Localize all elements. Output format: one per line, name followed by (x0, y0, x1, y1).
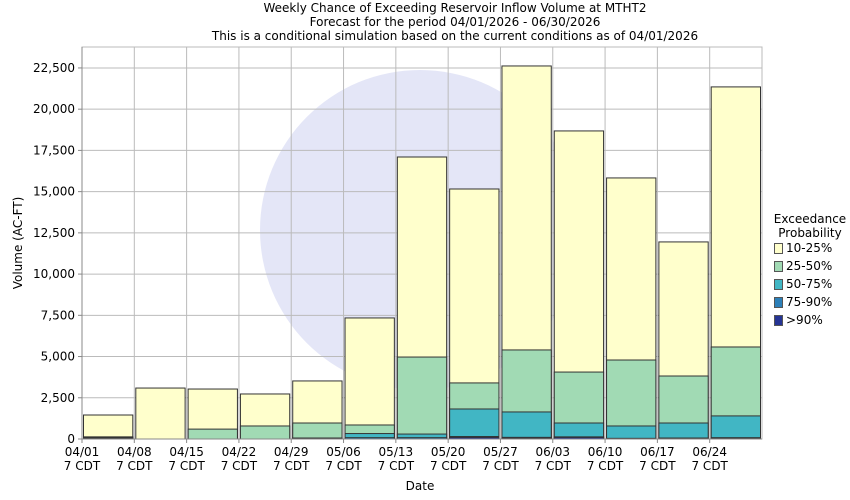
bar-50-75- (449, 408, 500, 440)
y-tick-label: 2,500 (41, 391, 75, 405)
legend-item: 25-50% (774, 259, 832, 273)
x-tick-sublabel: 7 CDT (64, 459, 101, 473)
y-tick-label: 12,500 (33, 226, 75, 240)
legend-item: 10-25% (774, 241, 832, 255)
y-tick-label: 0 (67, 432, 75, 446)
x-tick-label: 04/01 (65, 445, 100, 459)
legend-title-2: Probability (778, 226, 842, 240)
legend-label: >90% (786, 313, 823, 327)
legend-swatch (774, 278, 783, 290)
x-tick-label: 06/17 (640, 445, 675, 459)
bar-50-75- (606, 425, 657, 440)
legend-item: 75-90% (774, 295, 832, 309)
x-tick-label: 06/24 (692, 445, 727, 459)
legend-swatch (774, 314, 783, 326)
legend-swatch (774, 296, 783, 308)
x-tick-sublabel: 7 CDT (535, 459, 572, 473)
x-tick-sublabel: 7 CDT (273, 459, 310, 473)
bar-10-25- (83, 414, 134, 440)
bar-25-50- (396, 356, 448, 440)
bar-25-50- (292, 422, 343, 440)
x-tick-sublabel: 7 CDT (116, 459, 153, 473)
y-tick-label: 5,000 (41, 350, 75, 364)
x-tick-sublabel: 7 CDT (378, 459, 415, 473)
chart-subtitle-2: This is a conditional simulation based o… (211, 29, 699, 43)
x-tick-sublabel: 7 CDT (691, 459, 728, 473)
legend-label: 50-75% (786, 277, 833, 291)
x-tick-label: 05/13 (379, 445, 414, 459)
bar-10-25- (344, 317, 395, 440)
legend-label: 25-50% (786, 259, 833, 273)
x-tick-sublabel: 7 CDT (639, 459, 676, 473)
chart-subtitle-1: Forecast for the period 04/01/2026 - 06/… (309, 15, 601, 29)
x-axis-label: Date (406, 479, 435, 493)
x-tick-sublabel: 7 CDT (482, 459, 519, 473)
y-tick-label: 17,500 (33, 143, 75, 157)
x-tick-label: 04/22 (222, 445, 257, 459)
legend-swatch (774, 242, 783, 254)
x-tick-label: 04/08 (117, 445, 152, 459)
bar-50-75- (710, 415, 762, 440)
legend-item: >90% (774, 313, 823, 327)
x-tick-label: 05/20 (431, 445, 466, 459)
bar-10-25- (135, 387, 186, 440)
legend-swatch (774, 260, 783, 272)
bar-25-50- (187, 428, 238, 440)
y-tick-label: 22,500 (33, 61, 75, 75)
y-axis-label: Volume (AC-FT) (11, 197, 25, 290)
legend-label: 10-25% (786, 241, 833, 255)
y-tick-label: 10,000 (33, 267, 75, 281)
x-tick-sublabel: 7 CDT (430, 459, 467, 473)
legend-label: 75-90% (786, 295, 833, 309)
x-tick-label: 04/29 (274, 445, 309, 459)
x-tick-sublabel: 7 CDT (325, 459, 362, 473)
legend-item: 50-75% (774, 277, 832, 291)
x-tick-label: 06/03 (535, 445, 570, 459)
y-tick-label: 15,000 (33, 185, 75, 199)
x-tick-sublabel: 7 CDT (587, 459, 624, 473)
legend-title-1: Exceedance (773, 212, 847, 226)
bar-25-50- (239, 425, 291, 440)
chart-title: Weekly Chance of Exceeding Reservoir Inf… (263, 1, 647, 15)
x-tick-label: 05/27 (483, 445, 518, 459)
y-tick-label: 7,500 (41, 308, 75, 322)
x-tick-sublabel: 7 CDT (221, 459, 258, 473)
x-tick-sublabel: 7 CDT (168, 459, 205, 473)
bar-50-75- (658, 422, 709, 440)
bar-50-75- (501, 411, 552, 440)
x-tick-label: 06/10 (588, 445, 623, 459)
x-tick-label: 05/06 (326, 445, 361, 459)
x-tick-label: 04/15 (169, 445, 204, 459)
y-tick-label: 20,000 (33, 102, 75, 116)
